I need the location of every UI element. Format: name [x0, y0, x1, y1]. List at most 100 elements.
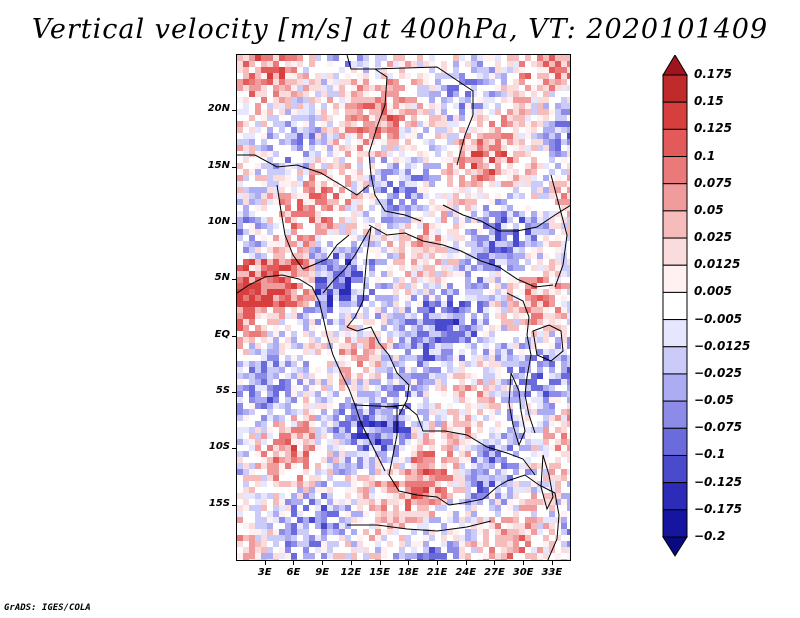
field-cell	[507, 175, 513, 181]
field-cell	[393, 547, 399, 553]
field-cell	[309, 163, 315, 169]
field-cell	[543, 205, 549, 211]
field-cell	[375, 241, 381, 247]
lat-tick	[232, 223, 236, 224]
field-cell	[477, 139, 483, 145]
field-cell	[513, 541, 519, 547]
field-cell	[543, 331, 549, 337]
field-cell	[237, 445, 243, 451]
field-cell	[489, 289, 495, 295]
field-cell	[405, 373, 411, 379]
field-cell	[501, 367, 507, 373]
field-cell	[435, 559, 441, 560]
field-cell	[459, 223, 465, 229]
field-cell	[549, 91, 555, 97]
field-cell	[429, 259, 435, 265]
field-cell	[369, 241, 375, 247]
field-cell	[279, 319, 285, 325]
field-cell	[483, 487, 489, 493]
field-cell	[513, 271, 519, 277]
field-cell	[237, 307, 243, 313]
field-cell	[327, 283, 333, 289]
field-cell	[465, 115, 471, 121]
field-cell	[363, 349, 369, 355]
field-cell	[555, 259, 561, 265]
field-cell	[279, 61, 285, 67]
field-cell	[267, 469, 273, 475]
field-cell	[303, 553, 309, 559]
field-cell	[237, 199, 243, 205]
field-cell	[519, 409, 525, 415]
field-cell	[417, 355, 423, 361]
field-cell	[543, 445, 549, 451]
field-cell	[519, 343, 525, 349]
field-cell	[309, 505, 315, 511]
field-cell	[501, 493, 507, 499]
field-cell	[243, 463, 249, 469]
field-cell	[435, 193, 441, 199]
field-cell	[243, 439, 249, 445]
field-cell	[243, 403, 249, 409]
field-cell	[567, 493, 570, 499]
field-cell	[267, 505, 273, 511]
field-cell	[537, 535, 543, 541]
field-cell	[483, 85, 489, 91]
field-cell	[243, 289, 249, 295]
field-cell	[483, 295, 489, 301]
field-cell	[393, 385, 399, 391]
field-cell	[243, 379, 249, 385]
border-ethiopia	[550, 174, 568, 288]
field-cell	[267, 547, 273, 553]
field-cell	[351, 517, 357, 523]
field-cell	[315, 193, 321, 199]
field-cell	[447, 439, 453, 445]
field-cell	[435, 163, 441, 169]
field-cell	[279, 409, 285, 415]
field-cell	[339, 163, 345, 169]
field-cell	[321, 535, 327, 541]
field-cell	[477, 211, 483, 217]
field-cell	[291, 313, 297, 319]
field-cell	[555, 421, 561, 427]
field-cell	[435, 517, 441, 523]
field-cell	[351, 361, 357, 367]
field-cell	[309, 511, 315, 517]
lon-label: 33E	[541, 567, 563, 578]
field-cell	[291, 487, 297, 493]
field-cell	[309, 109, 315, 115]
field-cell	[417, 79, 423, 85]
colorbar-label: 0.1	[694, 148, 716, 163]
field-cell	[255, 265, 261, 271]
field-cell	[237, 487, 243, 493]
field-cell	[477, 121, 483, 127]
field-cell	[447, 133, 453, 139]
field-cell	[507, 307, 513, 313]
field-cell	[495, 367, 501, 373]
field-cell	[447, 187, 453, 193]
field-cell	[357, 133, 363, 139]
field-cell	[333, 205, 339, 211]
field-cell	[465, 505, 471, 511]
field-cell	[537, 553, 543, 559]
field-cell	[507, 259, 513, 265]
field-cell	[459, 205, 465, 211]
field-cell	[483, 469, 489, 475]
field-cell	[465, 259, 471, 265]
field-cell	[477, 511, 483, 517]
field-cell	[483, 553, 489, 559]
field-cell	[435, 307, 441, 313]
field-cell	[429, 121, 435, 127]
field-cell	[357, 289, 363, 295]
field-cell	[321, 355, 327, 361]
field-cell	[363, 61, 369, 67]
field-cell	[543, 97, 549, 103]
field-cell	[309, 235, 315, 241]
field-cell	[267, 403, 273, 409]
field-cell	[411, 91, 417, 97]
field-cell	[357, 403, 363, 409]
field-cell	[489, 553, 495, 559]
field-cell	[513, 157, 519, 163]
field-cell	[519, 325, 525, 331]
field-cell	[549, 307, 555, 313]
field-cell	[489, 163, 495, 169]
